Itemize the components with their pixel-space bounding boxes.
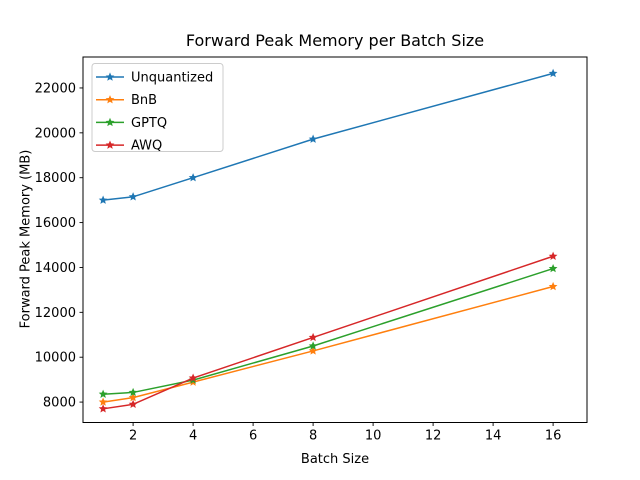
x-tick-label: 12 <box>425 429 442 444</box>
data-point-marker-gptq <box>98 389 108 398</box>
x-tick-label: 16 <box>545 429 562 444</box>
x-tick-label: 8 <box>309 429 317 444</box>
data-point-marker-bnb <box>128 392 138 402</box>
axes-frame <box>82 56 588 423</box>
data-point-marker-awq <box>188 373 198 382</box>
data-point-marker-bnb <box>308 346 318 355</box>
legend-marker-awq <box>105 140 115 149</box>
chart-title: Forward Peak Memory per Batch Size <box>185 31 485 50</box>
x-tick-label: 6 <box>249 429 257 444</box>
legend-marker-bnb <box>105 95 115 104</box>
data-point-marker-awq <box>98 404 108 413</box>
legend-marker-gptq <box>105 117 115 127</box>
x-tick-label: 2 <box>129 429 137 444</box>
y-tick-label: 12000 <box>35 306 76 321</box>
data-point-marker-bnb <box>98 397 108 406</box>
legend-label-awq: AWQ <box>131 139 162 154</box>
series-line-awq <box>102 255 554 410</box>
data-point-marker-gptq <box>308 341 318 350</box>
y-tick-label: 8000 <box>43 396 76 411</box>
data-point-marker-gptq <box>548 263 558 273</box>
y-tick-label: 16000 <box>35 216 76 231</box>
x-tick-label: 10 <box>365 429 382 444</box>
y-tick-label: 20000 <box>35 126 76 141</box>
legend-label-bnb: BnB <box>131 93 157 108</box>
y-tick-label: 18000 <box>35 171 76 186</box>
y-tick-label: 10000 <box>35 351 76 366</box>
data-point-marker-gptq <box>128 387 138 397</box>
x-tick-label: 4 <box>189 429 197 444</box>
y-axis-label: Forward Peak Memory (MB) <box>18 149 34 329</box>
x-tick-label: 14 <box>485 429 502 444</box>
legend-box <box>91 63 224 152</box>
legend-label-unquantized: Unquantized <box>131 71 213 86</box>
data-point-marker-bnb <box>548 281 558 291</box>
x-axis-label: Batch Size <box>300 452 370 467</box>
data-point-marker-awq <box>308 332 318 342</box>
legend-marker-unquantized <box>105 72 115 81</box>
y-tick-label: 14000 <box>35 261 76 276</box>
data-point-marker-unquantized <box>188 173 198 182</box>
data-point-marker-unquantized <box>308 134 318 143</box>
data-point-marker-awq <box>548 251 558 260</box>
data-point-marker-awq <box>128 399 138 409</box>
y-tick-label: 22000 <box>35 81 76 96</box>
data-point-marker-unquantized <box>128 192 138 201</box>
data-point-marker-unquantized <box>548 68 558 78</box>
data-point-marker-unquantized <box>98 195 108 204</box>
legend-label-gptq: GPTQ <box>131 116 167 131</box>
series-line-gptq <box>103 267 554 395</box>
